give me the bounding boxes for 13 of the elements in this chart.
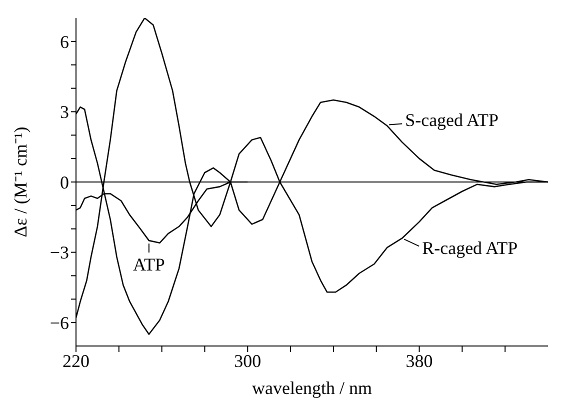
series-label: ATP bbox=[132, 254, 165, 275]
x-tick-label: 220 bbox=[62, 350, 90, 371]
y-tick-label: −6 bbox=[50, 312, 69, 333]
x-tick-label: 300 bbox=[234, 350, 262, 371]
y-tick-label: −3 bbox=[50, 242, 69, 263]
y-tick-label: 3 bbox=[60, 102, 69, 122]
y-tick-label: 6 bbox=[60, 32, 69, 52]
legend-label: R-caged ATP bbox=[422, 238, 518, 258]
x-axis-title: wavelength / nm bbox=[252, 378, 372, 398]
legend-label: S-caged ATP bbox=[405, 110, 499, 130]
y-axis-title: Δε / (M⁻¹ cm⁻¹) bbox=[10, 126, 30, 238]
x-tick-label: 380 bbox=[406, 350, 433, 371]
y-tick-label: 0 bbox=[60, 172, 69, 192]
